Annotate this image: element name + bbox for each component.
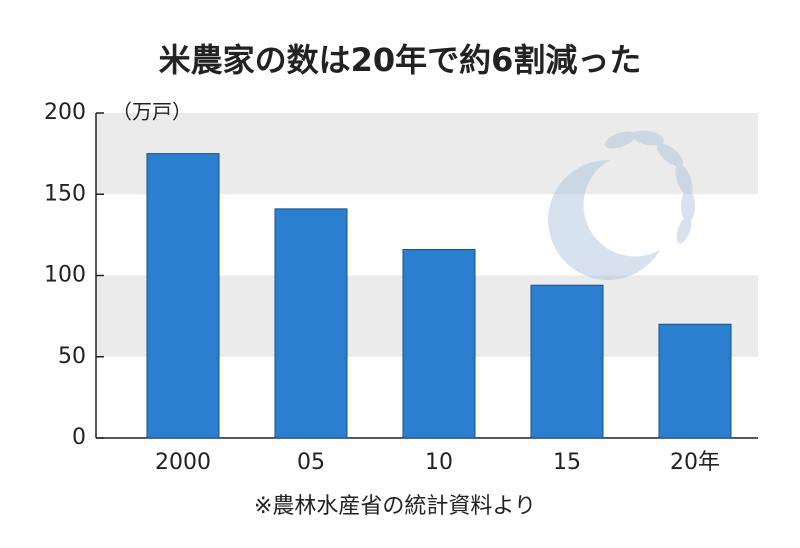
x-tick-label: 15 xyxy=(553,450,581,475)
x-tick-label: 20年 xyxy=(670,450,720,475)
bar xyxy=(146,153,220,439)
source-note: ※農林水産省の統計資料より xyxy=(254,494,536,519)
x-tick-label: 05 xyxy=(297,450,325,475)
y-tick-label: 100 xyxy=(44,263,86,288)
bar xyxy=(402,249,476,439)
bar xyxy=(658,323,732,439)
unit-label: （万戸） xyxy=(112,100,192,124)
x-tick-label: 2000 xyxy=(155,450,211,475)
y-tick-label: 200 xyxy=(44,100,86,125)
y-tick-label: 150 xyxy=(44,181,86,206)
y-tick-label: 50 xyxy=(58,344,86,369)
y-tick-label: 0 xyxy=(72,425,86,450)
bar xyxy=(274,208,348,439)
rice-icon xyxy=(548,130,695,280)
x-tick-label: 10 xyxy=(425,450,453,475)
bar xyxy=(530,284,604,439)
chart-title: 米農家の数は20年で約6割減った xyxy=(159,41,642,79)
